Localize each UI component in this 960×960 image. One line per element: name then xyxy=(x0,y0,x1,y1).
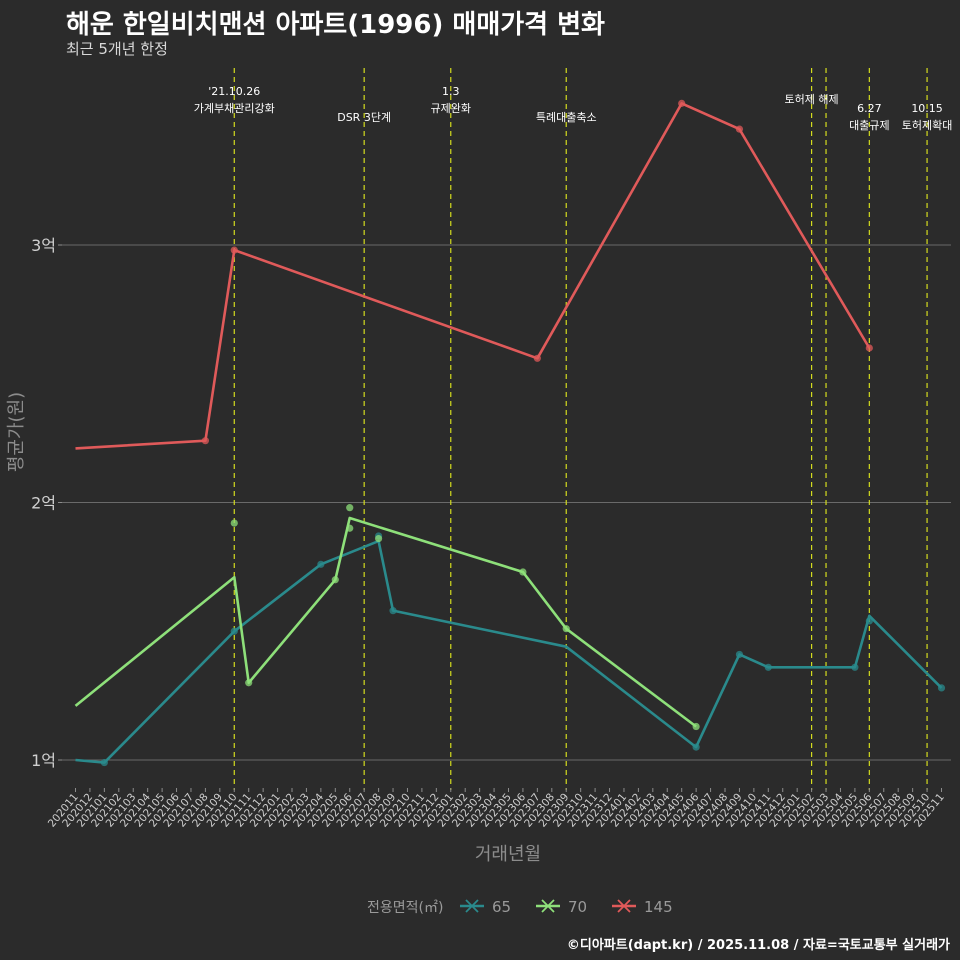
series-line-70 xyxy=(74,516,697,728)
grid-lines xyxy=(62,244,951,761)
data-point xyxy=(692,743,700,751)
data-point xyxy=(562,625,570,633)
legend: 전용면적(㎡) 65 70 145 xyxy=(367,898,673,916)
event-label: '21.10.26 xyxy=(208,85,260,98)
x-axis-label: 거래년월 xyxy=(475,844,541,865)
series-group xyxy=(74,99,946,767)
x-axis: 2020112020122021012021022021032021042021… xyxy=(46,788,947,830)
data-point xyxy=(692,722,700,731)
y-axis-label: 평균가(원) xyxy=(6,392,27,472)
data-point xyxy=(201,437,209,445)
data-point xyxy=(389,607,397,615)
event-label: 토허제 해제 xyxy=(785,92,839,106)
legend-key-cross xyxy=(541,899,555,913)
event-label: 6.27 xyxy=(857,102,882,115)
data-point xyxy=(865,617,873,625)
chart-subtitle: 최근 5개년 한정 xyxy=(66,40,168,58)
series-line-145 xyxy=(75,102,871,450)
data-point xyxy=(100,758,108,767)
event-label: 10.15 xyxy=(911,102,943,115)
event-label: DSR 3단계 xyxy=(337,111,391,124)
legend-key-cross xyxy=(617,899,631,913)
event-lines xyxy=(233,68,928,790)
data-point xyxy=(346,504,354,512)
legend-label: 65 xyxy=(492,898,511,916)
event-label: 가계부채관리강화 xyxy=(194,102,275,115)
data-point xyxy=(230,627,238,635)
data-point xyxy=(317,560,325,568)
data-point xyxy=(735,650,744,659)
legend-title: 전용면적(㎡) xyxy=(367,900,443,916)
event-label: 대출규제 xyxy=(849,119,889,132)
data-point xyxy=(533,354,541,362)
y-axis: 1억 2억 3억 xyxy=(31,236,62,770)
y-tick-label: 1억 xyxy=(31,751,56,770)
event-label: 1.3 xyxy=(442,85,460,98)
data-point xyxy=(245,679,253,687)
event-label: 토허제확대 xyxy=(902,119,953,132)
data-point xyxy=(937,684,946,692)
data-point xyxy=(678,99,686,107)
data-point xyxy=(865,344,873,352)
data-point xyxy=(764,663,772,671)
data-point xyxy=(851,663,859,671)
event-label: 특례대출축소 xyxy=(536,111,597,124)
data-point xyxy=(519,568,527,576)
data-point xyxy=(331,576,339,584)
legend-key-cross xyxy=(465,899,479,913)
data-point xyxy=(230,246,238,254)
event-label: 규제완화 xyxy=(431,102,471,115)
data-point xyxy=(375,534,383,543)
chart-title: 해운 한일비치맨션 아파트(1996) 매매가격 변화 xyxy=(66,10,605,40)
data-point xyxy=(230,519,238,527)
y-tick-label: 3억 xyxy=(31,236,56,255)
legend-label: 70 xyxy=(568,898,587,916)
source-caption: ©디아파트(dapt.kr) / 2025.11.08 / 자료=국토교통부 실… xyxy=(566,938,950,953)
data-point xyxy=(735,125,744,133)
legend-label: 145 xyxy=(644,898,673,916)
y-tick-label: 2억 xyxy=(31,494,56,513)
data-point xyxy=(346,524,354,532)
